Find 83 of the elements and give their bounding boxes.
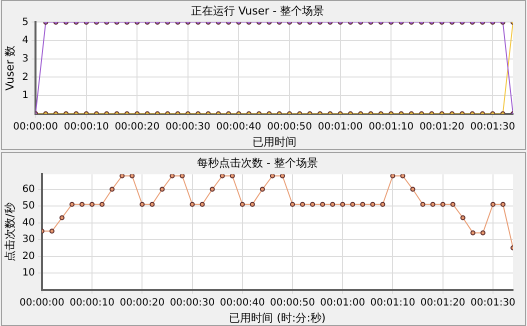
point bbox=[190, 202, 195, 207]
x-tick-label: 00:00:30 bbox=[165, 121, 210, 132]
point bbox=[500, 202, 506, 207]
point bbox=[410, 186, 416, 192]
point bbox=[90, 202, 95, 207]
point bbox=[480, 230, 486, 236]
x-tick-label: 00:01:10 bbox=[370, 297, 416, 308]
x-tick-label: 00:01:30 bbox=[470, 121, 516, 132]
chart-title: 正在运行 Vuser - 整个场景 bbox=[190, 4, 324, 18]
point bbox=[270, 174, 275, 178]
point bbox=[210, 186, 215, 192]
point bbox=[440, 202, 446, 207]
x-tick-label: 00:00:20 bbox=[114, 121, 160, 132]
point bbox=[160, 186, 165, 192]
point bbox=[49, 228, 54, 234]
point bbox=[140, 202, 145, 207]
y-tick-label: 4 bbox=[22, 35, 29, 46]
y-tick-label: 50 bbox=[22, 200, 35, 212]
y-tick-label: 2 bbox=[22, 72, 29, 83]
point bbox=[220, 174, 225, 178]
point bbox=[310, 202, 316, 207]
y-tick-label: 60 bbox=[22, 184, 35, 195]
x-tick-label: 00:01:00 bbox=[320, 297, 366, 308]
point bbox=[240, 202, 245, 207]
x-tick-label: 00:01:20 bbox=[420, 297, 466, 308]
chart-title: 每秒点击次数 - 整个场景 bbox=[197, 156, 318, 170]
point bbox=[100, 202, 105, 207]
point bbox=[150, 202, 155, 207]
point bbox=[110, 186, 115, 192]
point bbox=[380, 202, 386, 207]
point bbox=[470, 230, 476, 236]
y-tick-label: 3 bbox=[22, 53, 29, 64]
x-tick-label: 00:01:30 bbox=[470, 297, 516, 308]
point bbox=[130, 174, 135, 178]
x-tick-label: 00:00:50 bbox=[267, 121, 312, 132]
point bbox=[490, 202, 496, 207]
point bbox=[200, 202, 205, 207]
point bbox=[370, 202, 376, 207]
point bbox=[280, 174, 285, 178]
y-tick-label: 30 bbox=[22, 234, 35, 246]
x-tick-label: 00:00:40 bbox=[216, 121, 262, 132]
x-tick-label: 00:00:40 bbox=[220, 297, 265, 308]
x-tick-label: 00:00:30 bbox=[170, 297, 215, 308]
x-axis-title: 已用时间 (时:分:秒) bbox=[229, 311, 326, 324]
point bbox=[340, 202, 346, 207]
point bbox=[420, 202, 426, 207]
point bbox=[69, 202, 74, 207]
y-tick-label: 5 bbox=[22, 16, 29, 28]
x-tick-label: 00:00:20 bbox=[120, 297, 165, 308]
point bbox=[400, 174, 406, 178]
x-tick-label: 00:01:20 bbox=[419, 121, 464, 132]
point bbox=[460, 215, 466, 220]
point bbox=[180, 174, 185, 178]
point bbox=[120, 174, 125, 178]
x-tick-label: 00:00:10 bbox=[70, 297, 114, 308]
point bbox=[390, 174, 396, 178]
y-tick-label: 1 bbox=[22, 90, 29, 102]
x-tick-label: 00:00:00 bbox=[19, 297, 64, 308]
point bbox=[230, 174, 235, 178]
x-tick-label: 00:01:00 bbox=[318, 121, 363, 132]
y-axis-title: Vuser 数 bbox=[3, 45, 16, 91]
x-tick-label: 00:01:10 bbox=[368, 121, 414, 132]
x-tick-label: 00:00:50 bbox=[270, 297, 315, 308]
point bbox=[360, 202, 366, 207]
point bbox=[330, 202, 336, 207]
point bbox=[450, 202, 456, 207]
point bbox=[59, 215, 64, 220]
point bbox=[430, 202, 436, 207]
x-tick-label: 00:00:10 bbox=[64, 121, 109, 132]
point bbox=[320, 202, 326, 207]
x-axis-title: 已用时间 bbox=[252, 135, 296, 148]
y-axis-title: 点击次数/秒 bbox=[3, 202, 16, 262]
y-tick-label: 20 bbox=[22, 250, 35, 262]
point bbox=[80, 202, 85, 207]
point bbox=[290, 202, 295, 207]
point bbox=[260, 186, 265, 192]
point bbox=[250, 202, 255, 207]
point bbox=[300, 202, 306, 207]
point bbox=[350, 202, 356, 207]
y-tick-label: 40 bbox=[22, 217, 35, 228]
y-tick-label: 10 bbox=[22, 268, 35, 279]
x-tick-label: 00:00:00 bbox=[13, 121, 58, 132]
point bbox=[170, 174, 175, 178]
